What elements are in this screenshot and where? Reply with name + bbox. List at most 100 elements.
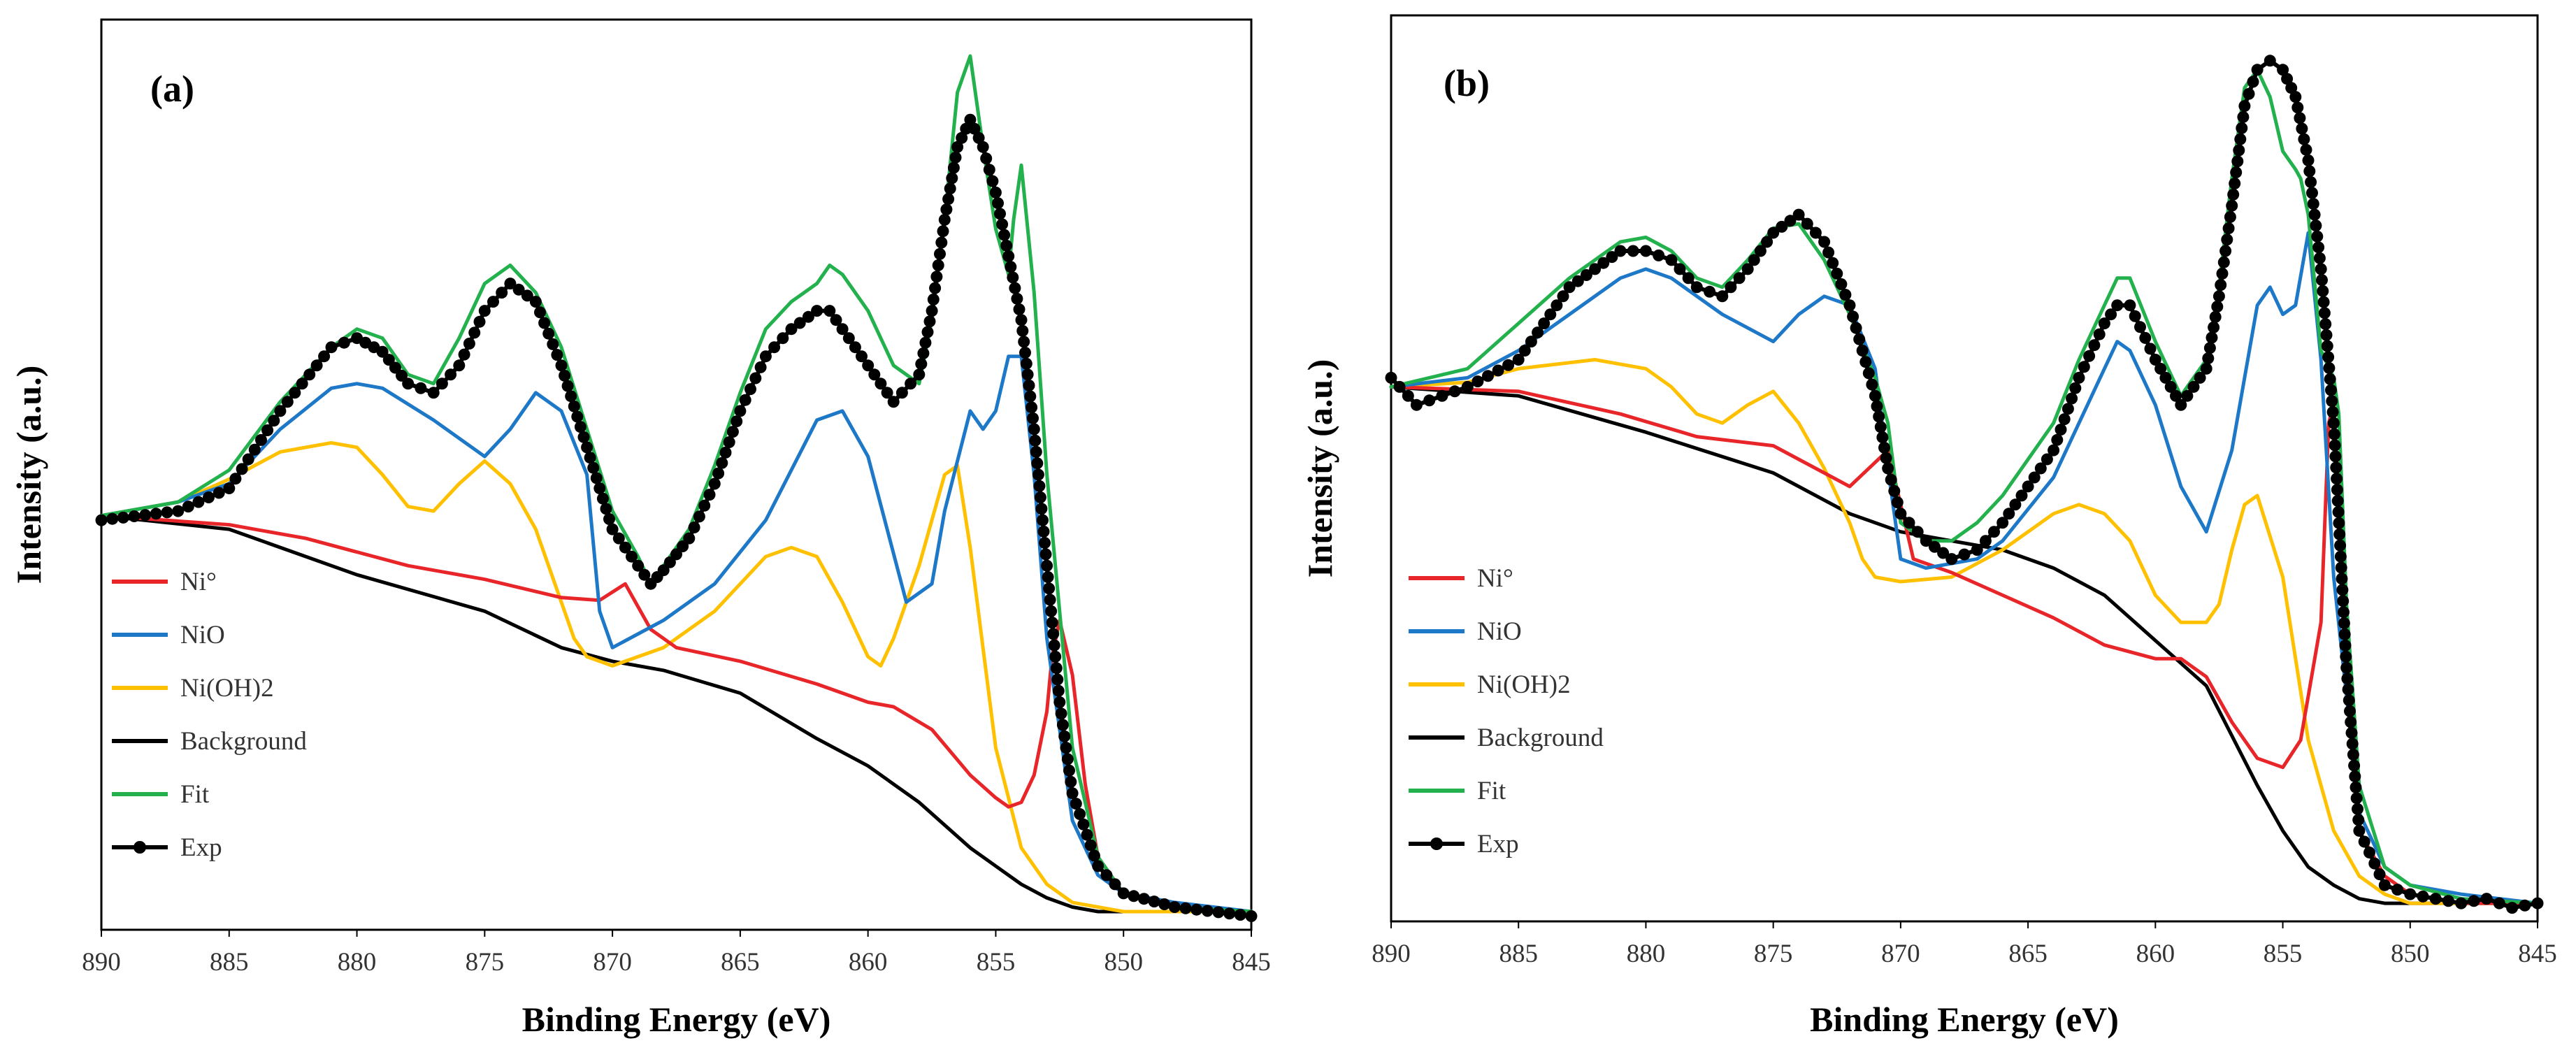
exp-point [2378, 879, 2391, 891]
exp-point [2009, 498, 2022, 511]
exp-point [992, 197, 1004, 210]
exp-point [1971, 544, 1983, 556]
exp-point [1979, 535, 1992, 547]
exp-point [2247, 76, 2259, 88]
exp-point [1518, 345, 1531, 357]
x-tick-label: 885 [1499, 940, 1538, 968]
exp-point [203, 491, 215, 503]
exp-point [2233, 144, 2245, 157]
exp-point [929, 282, 942, 294]
exp-point [1818, 236, 1831, 248]
exp-point [1065, 775, 1077, 788]
exp-point [2154, 362, 2167, 375]
exp-point [1856, 345, 1869, 357]
exp-point [683, 532, 696, 545]
exp-point [2264, 55, 2276, 67]
legend-item-nio: NiO [1409, 617, 1522, 646]
exp-point [236, 463, 248, 475]
exp-point [2217, 256, 2230, 268]
exp-point [2333, 528, 2346, 540]
exp-point [1028, 423, 1040, 436]
exp-point [2051, 433, 2064, 446]
exp-point [2202, 352, 2215, 365]
exp-point [2417, 890, 2429, 903]
exp-point [2221, 233, 2233, 246]
exp-point [2331, 495, 2344, 507]
exp-point [777, 332, 789, 345]
exp-point [1538, 317, 1550, 330]
x-tick-label: 880 [1627, 940, 1666, 968]
exp-point [2338, 606, 2350, 619]
exp-point [2338, 617, 2350, 629]
exp-point [1482, 370, 1494, 382]
exp-point [2281, 73, 2294, 85]
exp-point [376, 345, 389, 358]
exp-point [996, 218, 1009, 231]
exp-point [1532, 326, 1544, 339]
exp-point [1046, 617, 1058, 629]
exp-point [255, 433, 267, 446]
exp-point [2028, 471, 2041, 484]
exp-point [998, 229, 1011, 241]
exp-point [1037, 514, 1049, 526]
exp-point [1716, 290, 1729, 303]
exp-point [1550, 299, 1563, 312]
exp-point [1053, 696, 1066, 708]
exp-point [2312, 241, 2325, 254]
exp-point [632, 559, 645, 572]
exp-point [574, 421, 587, 433]
exp-point [310, 359, 323, 372]
exp-point [2363, 847, 2375, 858]
exp-point [1081, 828, 1093, 841]
exp-point [1653, 249, 1665, 261]
exp-point [248, 443, 261, 456]
exp-point [1019, 347, 1031, 359]
exp-point [951, 141, 964, 153]
exp-point [1042, 571, 1054, 583]
exp-point [436, 378, 448, 390]
exp-point [1597, 257, 1610, 269]
exp-point [986, 175, 999, 187]
exp-point [862, 359, 875, 372]
exp-point [2238, 100, 2251, 113]
exp-point [2234, 133, 2247, 145]
exp-point [1100, 869, 1113, 882]
exp-point [2404, 888, 2417, 900]
exp-point [1894, 508, 1907, 520]
x-tick-label: 870 [1881, 940, 1920, 968]
exp-point [2313, 252, 2326, 264]
exp-point [1011, 292, 1023, 305]
exp-point [534, 306, 546, 319]
exp-point [117, 511, 129, 524]
x-tick-label: 865 [721, 948, 760, 977]
exp-point [2325, 384, 2337, 396]
exp-point [1754, 245, 1766, 257]
y-axis-title: Intensity (a.u.) [1300, 359, 1339, 578]
exp-point [2330, 461, 2343, 474]
exp-point [95, 514, 108, 526]
exp-point [2343, 694, 2355, 707]
y-axis-title: Intensity (a.u.) [9, 366, 48, 584]
exp-point [303, 368, 316, 381]
exp-point [716, 456, 728, 469]
exp-point [2216, 267, 2229, 280]
exp-point [2317, 296, 2330, 308]
exp-point [1013, 303, 1026, 315]
exp-point [1005, 261, 1017, 273]
exp-point [213, 487, 225, 499]
plot-frame [1390, 14, 2539, 923]
exp-point [229, 473, 242, 485]
exp-point [1201, 905, 1214, 917]
exp-point [600, 503, 612, 515]
exp-point [1903, 517, 1915, 529]
exp-point [2358, 835, 2370, 848]
exp-point [1580, 269, 1592, 281]
exp-point [1212, 906, 1225, 919]
exp-point [2317, 285, 2329, 297]
exp-point [2303, 165, 2316, 178]
exp-point [568, 400, 580, 412]
exp-point [2339, 639, 2352, 652]
exp-point [1020, 357, 1032, 370]
exp-point [1029, 434, 1042, 447]
x-tick-label: 870 [593, 948, 632, 977]
